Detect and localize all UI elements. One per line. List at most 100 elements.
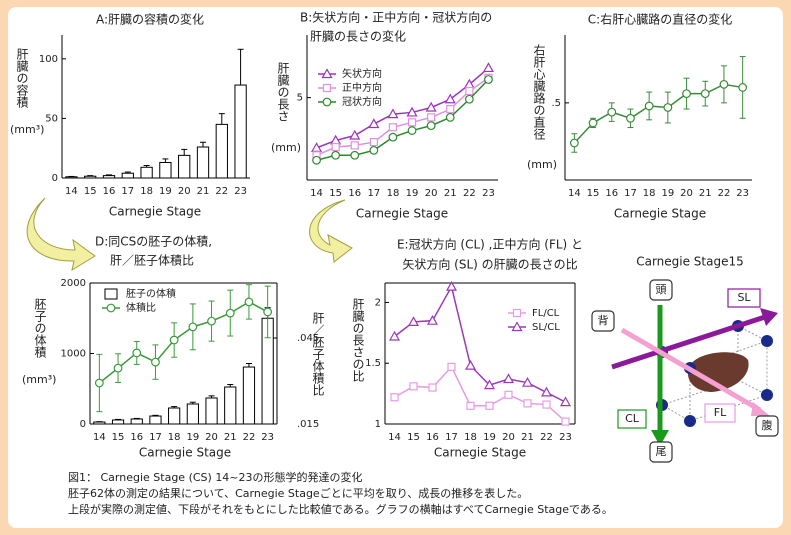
x-tick-label: 20 [425,188,438,199]
chart-title: 肝／胚子体積比 [110,253,194,268]
point [720,81,728,89]
legend-swatch [105,289,117,299]
point [245,298,253,306]
y-tick-label: 2000 [61,278,86,289]
chart-title: A:肝臓の容積の変化 [96,12,204,27]
x-tick-label: 21 [444,188,457,199]
x-tick-label: 22 [718,188,731,199]
point [467,402,474,409]
x-tick-label: 15 [329,188,342,199]
x-tick-label: 15 [84,186,97,197]
bar [103,176,114,178]
caption-line: 上段が実際の測定値、下段がそれをもとにした比較値である。グラフの横軸はすべてCa… [68,502,613,516]
x-tick-label: 22 [540,432,553,443]
x-tick-label: 21 [224,432,237,443]
point [683,90,691,98]
x-tick-label: 19 [186,432,199,443]
point [701,90,709,98]
cl-label: CL [625,412,640,425]
fl-label: FL [714,406,727,419]
head-label: 頭 [656,283,667,296]
x-tick-label: 18 [464,432,477,443]
chart-title: C:右肝心臓路の直径の変化 [588,12,732,27]
y-axis-label: 肝臓の長さ [276,62,290,122]
point [96,379,104,387]
bar [112,420,123,424]
bar [150,416,161,424]
point [332,151,340,159]
caption-line: 図1： Carnegie Stage (CS) 14~23の形態学的発達の変化 [68,470,363,484]
x-tick-label: 18 [387,188,400,199]
y-axis-label: 肝臓の容積 [15,48,29,109]
x-tick-label: 17 [149,432,162,443]
y-tick-label: 2 [375,297,381,308]
bar [179,155,190,178]
sl-label: SL [737,291,751,304]
chart-title: E:冠状方向 (CL) ,正中方向 (FL) と [397,237,583,252]
x-tick-label: 23 [261,432,274,443]
bar [141,167,152,178]
y-axis-unit: (mm³) [10,123,44,136]
point [543,401,550,408]
legend-label: FL/CL [532,308,560,319]
x-tick-label: 14 [388,432,401,443]
point [264,308,272,316]
y-tick-label: 0 [52,173,58,184]
bar [187,404,198,424]
legend-marker [324,85,331,92]
diagram-title: Carnegie Stage15 [636,255,744,269]
bar [122,173,133,178]
x-tick-label: 14 [93,432,106,443]
point [645,102,653,110]
x-tick-label: 16 [348,188,361,199]
x-tick-label: 21 [521,432,534,443]
point [466,95,474,103]
y-axis-label: 右肝心臓路の直径 [532,43,546,140]
y-axis-label: 肝臓の長さの比 [351,298,365,383]
point [370,147,378,155]
point [486,402,493,409]
bar [235,85,246,178]
point [571,139,579,147]
x-tick-label: 23 [482,188,495,199]
legend-label: 正中方向 [342,81,382,94]
y-tick-label: 50 [45,113,58,124]
x-tick-label: 15 [407,432,420,443]
point [409,119,416,126]
point [410,383,417,390]
y2-tick-label: .015 [297,419,319,430]
y-tick-label: 1.5 [365,358,381,369]
chart-title: 矢状方向 (SL) の肝臓の長さの比 [402,257,577,272]
x-tick-label: 18 [140,186,153,197]
x-tick-label: 22 [243,432,256,443]
x-axis-label: Carnegie Stage [614,207,706,221]
belly-label: 腹 [762,418,773,432]
legend-marker [323,98,331,106]
x-tick-label: 22 [215,186,228,197]
bar [94,422,105,424]
y2-axis-label: 肝／胚子体積比 [311,312,325,397]
point [589,119,597,127]
point [608,108,616,116]
bar [160,163,171,178]
point [389,124,396,131]
x-tick-label: 22 [463,188,476,199]
tail-label: 尾 [656,445,667,458]
legend-label: 矢状方向 [342,67,382,80]
x-tick-label: 20 [502,432,515,443]
legend-label: 体積比 [126,301,156,314]
x-tick-label: 23 [234,186,247,197]
bar [85,176,96,178]
point [739,84,747,92]
y-tick-label: 1000 [61,349,86,360]
point [391,394,398,401]
bar [197,147,208,178]
legend-label: SL/CL [532,322,560,333]
x-tick-label: 14 [65,186,78,197]
bar [206,398,217,424]
x-tick-label: 17 [445,432,458,443]
x-tick-label: 18 [643,188,656,199]
point [524,400,531,407]
x-tick-label: 14 [568,188,581,199]
legend-label: 胚子の体積 [126,287,176,300]
